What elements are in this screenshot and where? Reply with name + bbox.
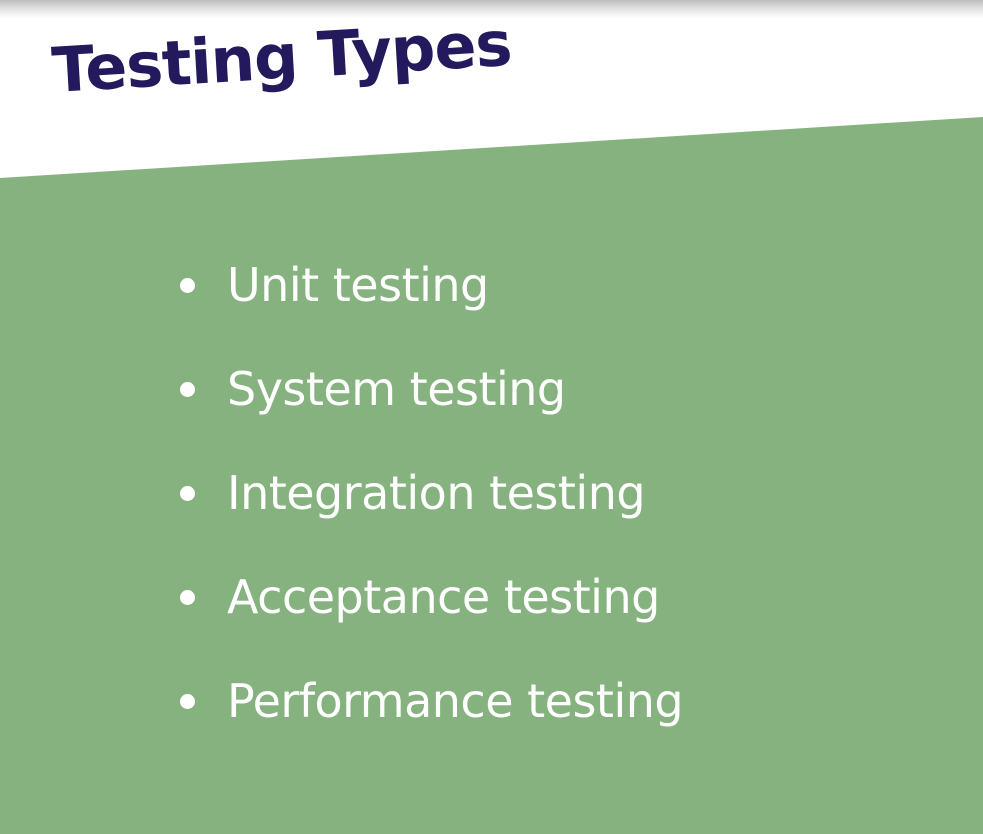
bullet-text: System testing bbox=[227, 366, 566, 412]
bullet-item-system-testing: System testing bbox=[180, 359, 683, 419]
bullet-item-performance-testing: Performance testing bbox=[180, 671, 683, 731]
bullet-dot-icon bbox=[180, 382, 195, 397]
bullet-dot-icon bbox=[180, 694, 195, 709]
slide-title: Testing Types bbox=[50, 13, 513, 102]
bullet-list: Unit testing System testing Integration … bbox=[180, 255, 683, 775]
bullet-text: Performance testing bbox=[227, 678, 683, 724]
bullet-text: Acceptance testing bbox=[227, 574, 660, 620]
bullet-dot-icon bbox=[180, 486, 195, 501]
bullet-item-acceptance-testing: Acceptance testing bbox=[180, 567, 683, 627]
bullet-text: Integration testing bbox=[227, 470, 645, 516]
bullet-text: Unit testing bbox=[227, 262, 489, 308]
bullet-dot-icon bbox=[180, 278, 195, 293]
bullet-item-integration-testing: Integration testing bbox=[180, 463, 683, 523]
bullet-item-unit-testing: Unit testing bbox=[180, 255, 683, 315]
bullet-dot-icon bbox=[180, 590, 195, 605]
